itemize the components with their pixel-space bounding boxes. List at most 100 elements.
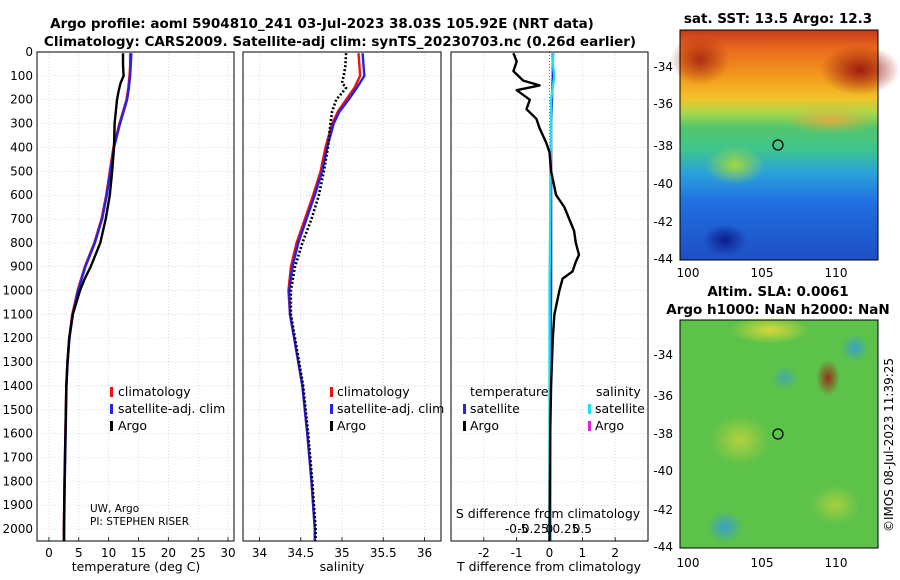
legend-s-argo: Argo xyxy=(337,418,366,433)
series-line-satellite-adj-clim xyxy=(62,53,133,541)
y-tick-label: 1800 xyxy=(2,474,33,488)
y-tick-label: 300 xyxy=(10,117,33,131)
sla-high xyxy=(810,485,860,525)
y-tick-label: 1600 xyxy=(2,427,33,441)
x-tick-label: 20 xyxy=(161,546,176,560)
legend-s-satellite-swatch xyxy=(330,404,333,414)
legend-header-temperature: temperature xyxy=(470,384,549,399)
series-line-t-argo xyxy=(512,52,581,542)
legend-t-argo-swatch xyxy=(463,421,466,431)
legend-s-argo-swatch xyxy=(330,421,333,431)
sst-map-axes: -34 -36 -38 -40 -42 -44 100 105 110 xyxy=(653,60,847,280)
sla-lat-tick: -44 xyxy=(653,540,673,554)
footnote-source: UW, Argo xyxy=(90,503,139,515)
y-tick-label: 1400 xyxy=(2,379,33,393)
y-tick-label: 2000 xyxy=(2,522,33,536)
y-tick-label: 400 xyxy=(10,140,33,154)
sla-argo-marker xyxy=(772,428,784,440)
sla-map-axes: -34 -36 -38 -40 -42 -44 100 105 110 xyxy=(653,348,847,570)
x-tick-label: 2 xyxy=(611,546,619,560)
sla-lon-tick: 100 xyxy=(677,556,700,570)
header-line1: Argo profile: aoml 5904810_241 03-Jul-20… xyxy=(50,16,594,32)
salinity-xlabel: salinity xyxy=(320,559,365,574)
y-tick-label: 600 xyxy=(10,188,33,202)
sst-lat-tick: -38 xyxy=(653,139,673,153)
legend-satellite: satellite-adj. clim xyxy=(118,401,225,416)
x-tick-label: -2 xyxy=(478,546,490,560)
legend-argo-swatch xyxy=(110,421,113,431)
sla-lat-tick: -42 xyxy=(653,503,673,517)
y-tick-label: 0 xyxy=(25,45,33,59)
x-tick-label: 35.5 xyxy=(370,546,397,560)
sst-cold-eddy xyxy=(703,224,747,256)
sst-warm-eddy xyxy=(705,145,765,185)
plot-frame xyxy=(36,51,235,542)
sla-low xyxy=(841,334,869,362)
sst-warm-core-west xyxy=(670,35,730,85)
sst-lon-tick: 105 xyxy=(751,266,774,280)
x-tick-label: 36 xyxy=(417,546,432,560)
sla-lat-tick: -36 xyxy=(653,389,673,403)
sla-low xyxy=(771,366,799,390)
y-tick-label: 1500 xyxy=(2,403,33,417)
series-line-argo xyxy=(289,53,348,541)
salinity-legend: climatology satellite-adj. clim Argo xyxy=(330,384,444,433)
sst-map xyxy=(670,29,900,261)
legend-s-argo-d: Argo xyxy=(595,418,624,433)
sst-lat-tick: -34 xyxy=(653,60,673,74)
x-tick-label: 15 xyxy=(131,546,146,560)
legend-s-sat: satellite xyxy=(595,401,645,416)
sla-map-subtitle: Argo h1000: NaN h2000: NaN xyxy=(666,302,889,318)
grid xyxy=(37,51,234,541)
sla-low xyxy=(707,511,743,543)
x-tick-label: 10 xyxy=(101,546,116,560)
s-axis-label: S difference from climatology xyxy=(456,506,641,521)
plot-frame xyxy=(242,51,442,542)
s-tick-label: 0 xyxy=(546,522,554,536)
s-tick-label: 0.25 xyxy=(553,522,580,536)
difference-legend: temperature salinity satellite Argo sate… xyxy=(463,384,645,433)
x-tick-label: -1 xyxy=(511,546,523,560)
sst-lon-tick: 110 xyxy=(825,266,848,280)
temperature-xlabel: temperature (deg C) xyxy=(72,559,201,574)
sla-high xyxy=(710,415,770,465)
legend-t-satellite-swatch xyxy=(463,404,466,414)
x-tick-label: 1 xyxy=(579,546,587,560)
imos-watermark: ©IMOS 08-Jul-2023 11:39:25 xyxy=(882,358,896,532)
salinity-panel: 34 34.5 35 35.5 36 xyxy=(242,51,442,560)
sla-peak xyxy=(816,360,840,396)
temperature-panel: 0 5 10 15 20 25 300100200300400500600700800900… xyxy=(2,45,235,560)
x-tick-label: 0 xyxy=(45,546,53,560)
x-tick-label: 34.5 xyxy=(287,546,314,560)
sst-front xyxy=(785,106,875,134)
series-line-s-satellite xyxy=(548,53,556,541)
temperature-legend: climatology satellite-adj. clim Argo xyxy=(110,384,225,433)
y-tick-label: 1900 xyxy=(2,498,33,512)
sst-lat-tick: -44 xyxy=(653,252,673,266)
sst-argo-marker xyxy=(772,139,784,151)
sst-warm-core xyxy=(820,45,900,95)
x-tick-label: 0 xyxy=(546,546,554,560)
y-tick-label: 700 xyxy=(10,212,33,226)
y-tick-label: 500 xyxy=(10,164,33,178)
legend-argo: Argo xyxy=(118,418,147,433)
y-tick-label: 1000 xyxy=(2,284,33,298)
sst-lat-tick: -42 xyxy=(653,215,673,229)
y-tick-label: 1200 xyxy=(2,331,33,345)
difference-panel: -2 -1 0 1 2-0.5-0.250 0.250.5 xyxy=(450,51,649,560)
x-tick-label: 34 xyxy=(252,546,267,560)
legend-climatology-swatch xyxy=(110,387,113,397)
sla-lat-tick: -38 xyxy=(653,427,673,441)
y-tick-label: 800 xyxy=(10,236,33,250)
sla-lon-tick: 110 xyxy=(825,556,848,570)
y-tick-label: 1100 xyxy=(2,307,33,321)
footnote-pi: PI: STEPHEN RISER xyxy=(90,516,189,528)
sla-high xyxy=(730,316,810,344)
y-tick-label: 1300 xyxy=(2,355,33,369)
legend-s-argo-d-swatch xyxy=(588,421,591,431)
sla-map xyxy=(679,316,879,549)
series-line-satellite-adj-clim xyxy=(288,53,366,541)
sla-lon-tick: 105 xyxy=(751,556,774,570)
sla-lat-tick: -34 xyxy=(653,348,673,362)
